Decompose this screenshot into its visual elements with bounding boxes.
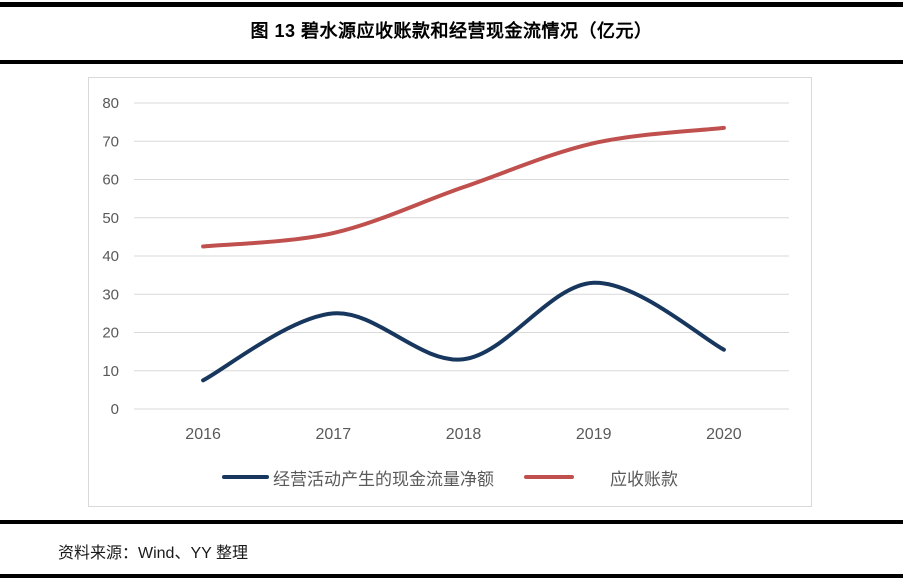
legend-item-receivables: 应收账款 [524, 465, 678, 490]
legend-line-receivables-icon [524, 475, 574, 479]
x-axis-tick-label: 2018 [446, 426, 482, 443]
x-axis-tick-label: 2017 [316, 426, 352, 443]
legend-item-operating-cashflow: 经营活动产生的现金流量净额 [222, 465, 494, 490]
source-note: 资料来源：Wind、YY 整理 [58, 545, 248, 562]
y-axis-tick-label: 20 [102, 325, 119, 342]
legend-label-receivables: 应收账款 [610, 469, 678, 489]
legend-line-cashflow-icon [222, 475, 269, 479]
legend-label-operating-cashflow: 经营活动产生的现金流量净额 [273, 469, 494, 489]
y-axis-tick-label: 0 [111, 401, 119, 418]
content-divider [0, 520, 903, 524]
x-axis-tick-label: 2019 [576, 426, 612, 443]
series-line-0 [201, 280, 726, 383]
y-axis-tick-label: 70 [102, 133, 119, 150]
y-axis-tick-label: 30 [102, 286, 119, 303]
top-divider [0, 2, 903, 7]
y-axis-tick-label: 60 [102, 172, 119, 189]
figure-title: 图 13 碧水源应收账款和经营现金流情况（亿元） [250, 21, 653, 41]
y-axis-tick-label: 10 [102, 363, 119, 380]
y-axis-tick-label: 80 [102, 95, 119, 112]
chart-container: 0 10 20 30 40 50 60 70 80 2016 2017 2018 2019 2020 经营… [88, 77, 812, 507]
y-axis-tick-label: 40 [102, 248, 119, 265]
title-divider [0, 60, 903, 64]
bottom-divider [0, 574, 903, 578]
series-line-1 [201, 125, 726, 249]
line-chart-plot: 0 10 20 30 40 50 60 70 80 2016 2017 2018 2019 2020 [102, 95, 789, 443]
x-axis-tick-label: 2020 [706, 426, 742, 443]
x-axis-tick-label: 2016 [185, 426, 221, 443]
y-axis-tick-label: 50 [102, 210, 119, 227]
chart-legend: 经营活动产生的现金流量净额 应收账款 [89, 465, 811, 490]
